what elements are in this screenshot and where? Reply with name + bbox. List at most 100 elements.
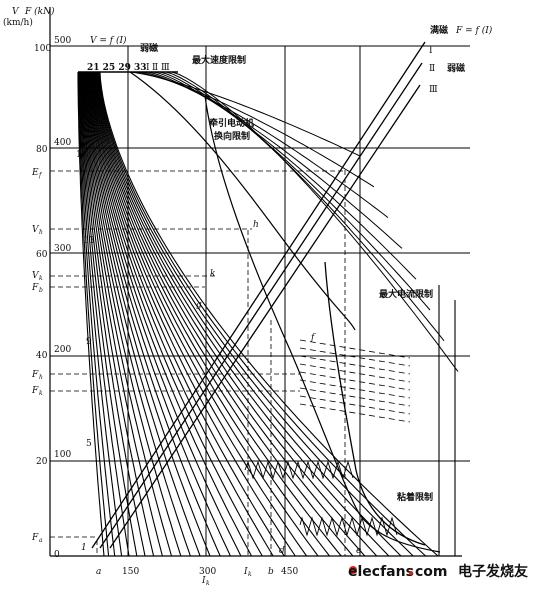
force-curve xyxy=(99,62,423,549)
svg-text:com: com xyxy=(415,564,448,580)
speed-curve xyxy=(80,71,138,557)
force-curve-label: Ⅰ xyxy=(429,46,433,56)
v-axis-unit: (km/h) xyxy=(3,17,33,28)
speed-curve xyxy=(98,71,426,557)
adhesion-limit-curve xyxy=(204,95,441,553)
speed-curve xyxy=(84,71,191,557)
weak-field-right-label: 弱磁 xyxy=(447,62,465,74)
commutation-label-1: 牵引电动机 xyxy=(209,117,254,129)
speed-curve xyxy=(78,71,116,557)
speed-curve xyxy=(93,71,330,557)
speed-curve xyxy=(90,71,274,557)
weak-field-dashed xyxy=(299,347,411,367)
max-current-label: 最大电流限制 xyxy=(379,288,433,300)
weak-field-dashed xyxy=(299,339,411,359)
speed-curve xyxy=(88,71,252,557)
speed-curve xyxy=(95,71,366,557)
speed-curve xyxy=(94,71,342,557)
point-label-g: g xyxy=(196,300,202,310)
svg-text:F: F xyxy=(31,533,39,543)
notch-label: 13 xyxy=(83,236,95,246)
speed-curve xyxy=(89,71,263,557)
speed-curves xyxy=(77,71,459,557)
weak-field-curve xyxy=(153,71,417,280)
max-speed-label: 最大速度限制 xyxy=(192,54,246,66)
f-axis-title: F (kN) xyxy=(24,6,55,17)
grid-lines xyxy=(50,45,470,556)
full-field-label: 满磁 xyxy=(430,24,448,36)
weak-field-curve xyxy=(147,71,403,249)
commutation-limit-curve xyxy=(129,71,356,331)
watermark-logo-icon xyxy=(349,566,357,574)
watermark: elecfans com 电子发烧友 xyxy=(340,558,550,584)
speed-curve xyxy=(77,72,105,557)
v-tick-label: 80 xyxy=(36,145,48,155)
x-tick-label: 300 xyxy=(199,567,216,577)
weak-field-dashed xyxy=(299,355,411,375)
speed-curve xyxy=(85,71,201,557)
limit-curves xyxy=(78,41,456,556)
v-tick-label: 60 xyxy=(36,250,48,260)
weak-field-notch: Ⅱ xyxy=(152,63,158,73)
speed-curve xyxy=(94,71,354,557)
weak-field-notch: Ⅰ xyxy=(146,63,150,73)
speed-curve xyxy=(92,71,319,557)
weak-field-curve xyxy=(159,71,431,311)
svg-text:k: k xyxy=(248,571,252,578)
svg-text:F: F xyxy=(31,283,39,293)
max-current-limit-curve xyxy=(324,261,426,546)
speed-curve xyxy=(79,71,123,557)
weak-field-dashed xyxy=(299,403,411,423)
speed-curve xyxy=(78,72,110,557)
speed-curve xyxy=(96,71,378,557)
svg-text:k: k xyxy=(39,390,43,397)
svg-text:F: F xyxy=(31,386,39,396)
svg-text:E: E xyxy=(31,168,39,178)
speed-curve xyxy=(96,71,390,557)
point-label-f: f xyxy=(310,333,316,343)
svg-text:elecfans: elecfans xyxy=(348,564,414,580)
weak-field-dashed xyxy=(299,395,411,415)
svg-text:I: I xyxy=(243,567,248,577)
svg-text:V: V xyxy=(32,225,40,235)
weak-field-notch: Ⅲ xyxy=(161,63,170,73)
svg-text:a: a xyxy=(39,537,43,544)
weak-field-dashed xyxy=(299,387,411,407)
transition-zigzag xyxy=(244,460,354,480)
point-label-k: k xyxy=(210,269,215,279)
point-label-d: d xyxy=(279,546,285,556)
speed-curve xyxy=(86,71,211,557)
speed-curve xyxy=(84,71,182,557)
point-label-e: e xyxy=(356,546,361,556)
svg-text:V: V xyxy=(32,271,40,281)
f-tick-label: 100 xyxy=(54,450,71,460)
notch-label: 5 xyxy=(86,439,92,449)
top-notches-label: 21 25 29 33 xyxy=(87,63,147,73)
weak-field-dashed xyxy=(299,363,411,383)
speed-curve xyxy=(90,71,285,557)
weak-field-dashed xyxy=(299,379,411,399)
x-tick-label: 150 xyxy=(122,567,139,577)
weak-field-top-label: 弱磁 xyxy=(140,42,158,54)
speed-curve xyxy=(81,71,146,557)
axes xyxy=(49,8,462,557)
svg-text:f: f xyxy=(38,172,43,179)
x-tick-label: b xyxy=(268,567,274,577)
force-equation: F = f (I) xyxy=(455,25,493,36)
speed-equation: V = f (I) xyxy=(90,35,127,46)
svg-text:电子发烧友: 电子发烧友 xyxy=(458,563,528,580)
speed-curve xyxy=(88,71,242,557)
weak-field-curve xyxy=(171,71,459,372)
v-tick-label: 40 xyxy=(36,351,48,361)
x-tick-label: 450 xyxy=(281,567,298,577)
notch-label: 17 xyxy=(76,150,88,160)
